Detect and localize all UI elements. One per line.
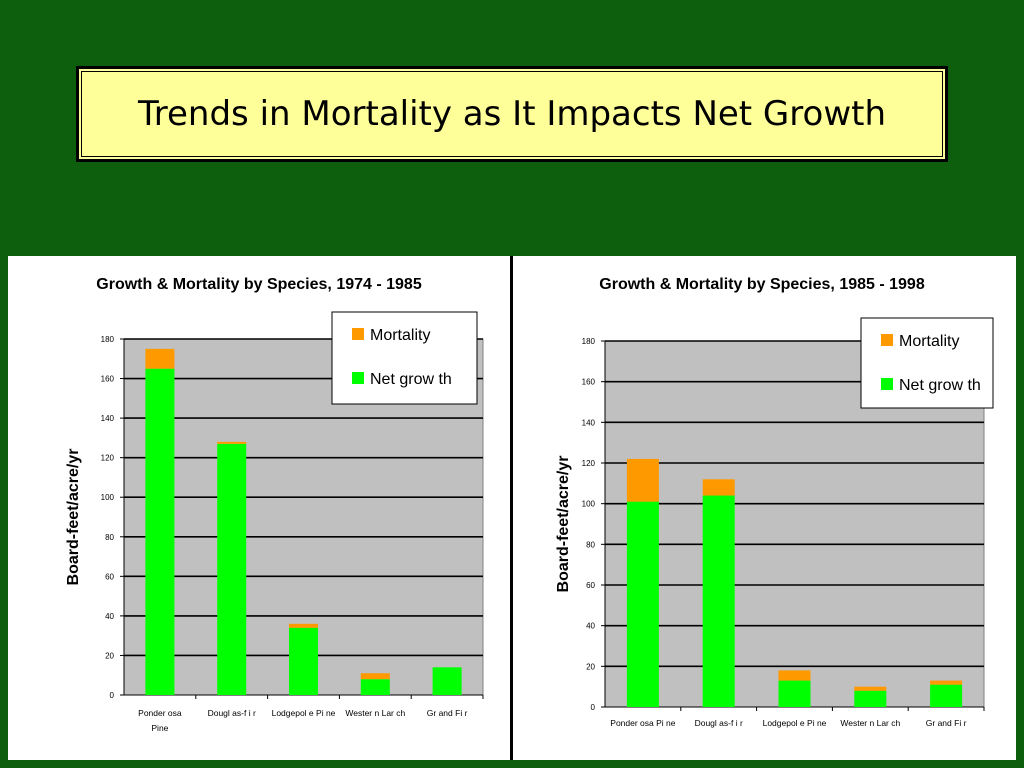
legend-label-mortality: Mortality	[899, 333, 959, 350]
y-axis-label: Board-feet/acre/yr	[555, 456, 572, 593]
y-axis-label: Board-feet/acre/yr	[65, 449, 82, 586]
y-tick-label: 20	[586, 662, 595, 671]
chart-panel-1974-1985: Growth & Mortality by Species, 1974 - 19…	[8, 256, 510, 760]
y-tick-label: 40	[105, 612, 114, 621]
chart-title: Growth & Mortality by Species, 1985 - 19…	[599, 276, 925, 293]
bar-mortality	[360, 673, 390, 680]
legend-swatch-net-growth	[352, 372, 364, 384]
bar-net-growth	[930, 684, 963, 707]
x-tick-label: Wester n Lar ch	[840, 718, 900, 728]
chart-1985-1998: Growth & Mortality by Species, 1985 - 19…	[555, 276, 994, 728]
y-tick-label: 100	[582, 500, 596, 509]
y-tick-label: 60	[105, 572, 114, 581]
y-tick-label: 140	[101, 414, 115, 423]
bar-mortality	[778, 670, 811, 681]
y-tick-label: 60	[586, 581, 595, 590]
y-tick-label: 40	[586, 622, 595, 631]
legend-box	[860, 317, 994, 409]
chart-panel-1985-1998: Growth & Mortality by Species, 1985 - 19…	[513, 256, 1016, 760]
x-tick-label: Gr and Fi r	[427, 708, 468, 718]
bar-net-growth	[778, 680, 811, 707]
legend-swatch-net-growth	[881, 378, 893, 390]
legend-swatch-mortality	[352, 328, 364, 340]
y-tick-label: 160	[582, 378, 596, 387]
x-tick-label: Gr and Fi r	[926, 718, 967, 728]
x-tick-label: Wester n Lar ch	[345, 708, 405, 718]
bar-net-growth	[217, 443, 247, 695]
legend-swatch-mortality	[881, 334, 893, 346]
x-tick-label: Ponder osa Pi ne	[610, 718, 675, 728]
y-tick-label: 140	[582, 418, 596, 427]
x-tick-label: Lodgepol e Pi ne	[763, 718, 827, 728]
legend-label-net-growth: Net grow th	[899, 377, 981, 394]
bar-net-growth	[360, 679, 390, 695]
chart-1974-1985: Growth & Mortality by Species, 1974 - 19…	[65, 276, 484, 733]
y-tick-label: 20	[105, 651, 114, 660]
bar-mortality	[289, 623, 318, 628]
y-tick-label: 160	[101, 375, 115, 384]
x-tick-label: Pine	[151, 723, 168, 733]
bar-mortality	[217, 441, 247, 444]
y-tick-label: 120	[101, 454, 115, 463]
bar-mortality	[626, 458, 659, 502]
bar-mortality	[145, 348, 175, 369]
chart-title: Growth & Mortality by Species, 1974 - 19…	[96, 276, 422, 293]
y-tick-label: 80	[105, 533, 114, 542]
x-tick-label: Ponder osa	[138, 708, 182, 718]
y-tick-label: 80	[586, 540, 595, 549]
bar-net-growth	[432, 667, 462, 695]
y-tick-label: 100	[101, 493, 115, 502]
y-tick-label: 180	[582, 337, 596, 346]
x-tick-label: Dougl as-f i r	[695, 718, 743, 728]
bar-mortality	[854, 686, 887, 691]
legend-box	[331, 311, 478, 405]
slide-title-box: Trends in Mortality as It Impacts Net Gr…	[76, 66, 948, 162]
slide-title: Trends in Mortality as It Impacts Net Gr…	[138, 94, 886, 134]
bar-net-growth	[702, 495, 735, 707]
bar-mortality	[930, 680, 963, 685]
x-tick-label: Lodgepol e Pi ne	[272, 708, 336, 718]
y-tick-label: 0	[110, 691, 115, 700]
y-tick-label: 0	[591, 703, 596, 712]
legend-label-net-growth: Net grow th	[370, 371, 452, 388]
panel-divider	[510, 256, 513, 760]
y-tick-label: 180	[101, 335, 115, 344]
bar-net-growth	[145, 368, 175, 695]
x-tick-label: Dougl as-f i r	[208, 708, 256, 718]
bar-mortality	[702, 479, 735, 496]
legend-label-mortality: Mortality	[370, 327, 430, 344]
bar-net-growth	[626, 501, 659, 707]
bar-net-growth	[289, 627, 318, 695]
bar-net-growth	[854, 690, 887, 707]
y-tick-label: 120	[582, 459, 596, 468]
